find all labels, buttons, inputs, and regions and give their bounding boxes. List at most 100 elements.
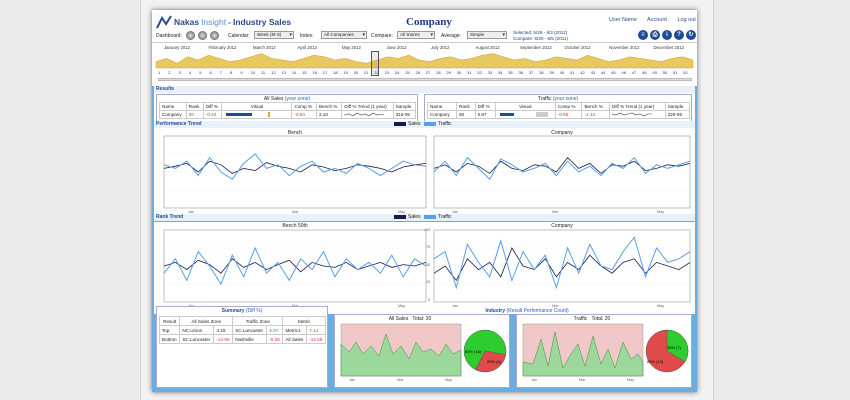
logout-link[interactable]: Log out [677,17,696,23]
compare-select[interactable]: All Stores [397,31,435,39]
menu-icon[interactable]: ≡ [638,30,648,40]
timeline-week[interactable]: 46 [621,70,626,75]
timeline-week[interactable]: 43 [590,70,596,75]
timeline-week[interactable]: 3 [178,70,181,75]
table-row[interactable]: Bottom SC.Lancaster -14.58 Nashville -5.… [158,334,326,344]
timeline-week[interactable]: 39 [549,70,554,75]
timeline-week[interactable]: 40 [559,70,565,75]
timeline-week[interactable]: 20 [353,70,359,75]
timeline-month[interactable]: March 2012 [253,45,276,50]
timeline-month[interactable]: June 2012 [386,45,407,50]
timeline-week[interactable]: 38 [539,70,544,75]
timeline-week[interactable]: 28 [436,70,441,75]
timeline-week[interactable]: 45 [611,70,616,75]
col-trend[interactable]: Diff % Trend (1 year) [609,102,666,111]
col-comp[interactable]: Comp % [291,102,317,111]
timeline-week[interactable]: 5 [199,70,202,75]
col-diff[interactable]: Diff % [202,102,223,111]
col-visual[interactable]: Visual [494,102,556,111]
timeline-month[interactable]: September 2012 [520,45,552,50]
timeline-week[interactable]: 35 [508,70,513,75]
timeline-week[interactable]: 22 [374,70,379,75]
timeline-week[interactable]: 4 [188,70,192,75]
index-select[interactable]: All Companies [321,31,367,39]
timeline-week[interactable]: 36 [518,70,523,75]
col-traffic-zone[interactable]: Traffic Zone [232,316,284,326]
timeline-selection-handle[interactable] [371,51,379,76]
col-bench[interactable]: Bench % [581,102,610,111]
col-visual[interactable]: Visual [221,102,293,111]
timeline-week[interactable]: 44 [600,70,606,75]
timeline-week[interactable]: 50 [662,70,668,75]
info-icon[interactable]: i [662,30,672,40]
col-rank[interactable]: Rank [456,102,476,111]
col-diff[interactable]: Diff % [474,102,496,111]
timeline-week[interactable]: 8 [230,70,233,75]
col-bench[interactable]: Bench % [315,102,343,111]
col-sample[interactable]: Sample [392,102,417,111]
timeline-week[interactable]: 11 [261,70,266,75]
dashboard-gauge-icon-3[interactable] [210,31,219,40]
print-icon[interactable]: ⎙ [650,30,660,40]
col-metric[interactable]: Metric [282,316,326,326]
timeline[interactable]: January 2012 February 2012 March 2012 April… [152,42,697,86]
timeline-week[interactable]: 51 [673,70,678,75]
col-sample[interactable]: Sample [664,102,691,111]
timeline-week[interactable]: 13 [281,70,287,75]
timeline-week[interactable]: 24 [394,70,400,75]
timeline-week[interactable]: 49 [652,70,657,75]
dashboard-gauge-icon-1[interactable] [186,31,195,40]
timeline-week[interactable]: 17 [322,70,328,75]
timeline-week[interactable]: 26 [415,70,420,75]
timeline-month[interactable]: January 2012 [164,45,191,50]
refresh-icon[interactable]: ↻ [686,30,696,40]
col-result[interactable]: Result [158,316,181,326]
timeline-week[interactable]: 33 [487,70,493,75]
timeline-week[interactable]: 52 [683,70,688,75]
timeline-week[interactable]: 18 [333,70,338,75]
timeline-month[interactable]: February 2012 [208,45,237,50]
account-link[interactable]: Account [647,17,667,23]
timeline-month[interactable]: October 2012 [564,45,591,50]
timeline-week[interactable]: 16 [312,70,317,75]
timeline-week[interactable]: 47 [631,70,637,75]
timeline-week[interactable]: 10 [250,70,256,75]
table-row[interactable]: Company 60 0.97 -0.66 -1.13 226-05 [426,110,691,119]
timeline-week[interactable]: 2 [168,70,171,75]
col-trend[interactable]: Diff % Trend (1 year) [341,102,394,111]
timeline-week[interactable]: 25 [405,70,410,75]
timeline-week[interactable]: 34 [497,70,503,75]
timeline-week[interactable]: 15 [302,70,307,75]
timeline-week[interactable]: 29 [446,70,451,75]
timeline-week[interactable]: 14 [291,70,297,75]
table-row[interactable]: Top NC.Union 4.18 SC.Lancaster 5.97 Metr… [158,325,326,335]
timeline-week[interactable]: 23 [384,70,390,75]
col-all-sales-zone[interactable]: All Sales Zone [179,316,234,326]
average-select[interactable]: Simple [467,31,507,39]
timeline-week[interactable]: 31 [467,70,472,75]
timeline-month[interactable]: April 2012 [297,45,317,50]
timeline-week[interactable]: 37 [528,70,534,75]
col-rank[interactable]: Rank [185,102,204,111]
timeline-week[interactable]: 6 [209,70,212,75]
timeline-month[interactable]: November 2012 [609,45,640,50]
col-name[interactable]: Name [159,102,187,111]
help-icon[interactable]: ? [674,30,684,40]
timeline-week[interactable]: 27 [425,70,431,75]
calendar-select[interactable]: Week (M-S) [254,31,294,39]
dashboard-gauge-icon-2[interactable] [198,31,207,40]
timeline-month[interactable]: August 2012 [475,45,500,50]
timeline-week[interactable]: 48 [642,70,647,75]
timeline-week[interactable]: 42 [580,70,585,75]
table-row[interactable]: Company 20 -0.44 -0.54 2.10 316-05 [159,110,417,119]
col-comp[interactable]: Comp % [554,102,583,111]
col-name[interactable]: Name [426,102,458,111]
timeline-week[interactable]: 12 [271,70,276,75]
timeline-week[interactable]: 30 [456,70,462,75]
timeline-scrollbar[interactable] [158,78,692,81]
timeline-week[interactable]: 41 [570,70,575,75]
timeline-month[interactable]: December 2012 [653,45,685,50]
timeline-week[interactable]: 9 [240,70,243,75]
timeline-month[interactable]: May 2012 [342,45,361,50]
timeline-week[interactable]: 1 [158,70,161,75]
